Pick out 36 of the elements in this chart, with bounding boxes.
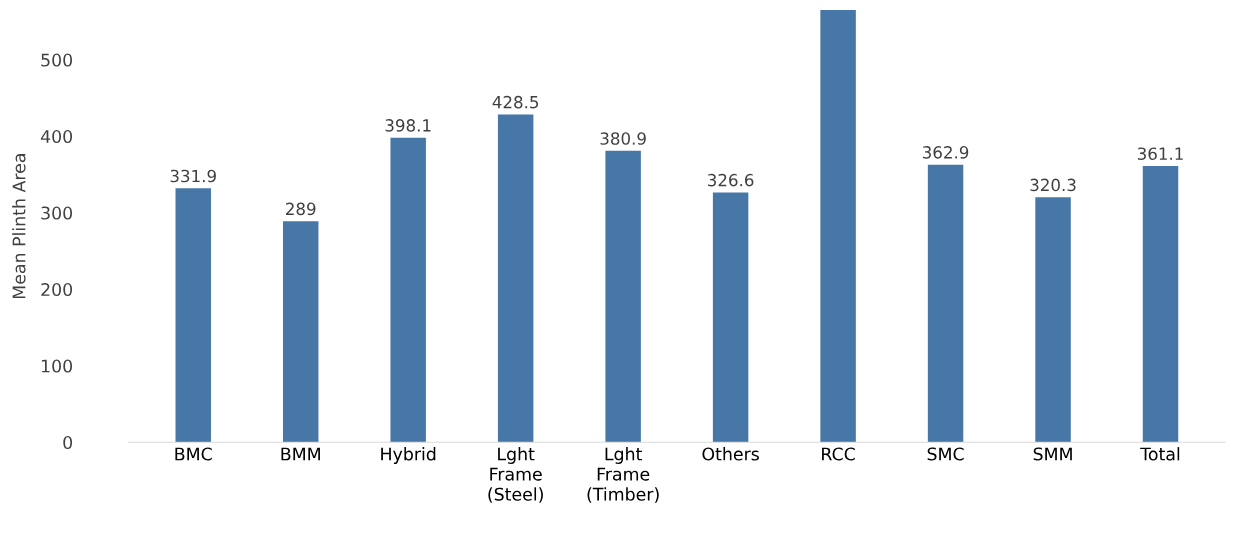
- x-tick-label: BMC: [175, 447, 212, 461]
- data-label: 362.9: [922, 146, 969, 159]
- data-label: 428.5: [492, 95, 539, 109]
- y-tick-label: 400: [40, 129, 73, 144]
- bar: [1035, 197, 1071, 443]
- data-label: 320.3: [1030, 178, 1076, 192]
- x-tick-label: Total: [1140, 447, 1180, 461]
- x-tick-label: Lght Frame (Timber): [587, 447, 659, 503]
- data-label: 398.1: [385, 119, 431, 132]
- x-tick-label: SMC: [927, 447, 964, 461]
- y-tick-label: 200: [41, 282, 73, 297]
- bar: [712, 192, 749, 443]
- data-label: 331.9: [170, 169, 216, 183]
- y-tick-label: 500: [41, 53, 73, 67]
- x-tick-label: BMM: [281, 447, 320, 461]
- x-tick-label: Others: [702, 447, 759, 461]
- y-tick-label: 0: [63, 435, 73, 450]
- bar: [605, 150, 641, 443]
- y-tick-label: 100: [41, 359, 73, 373]
- bar: [175, 188, 211, 443]
- x-tick-label: SMM: [1033, 447, 1072, 461]
- x-tick-label: Lght Frame (Steel): [488, 447, 543, 503]
- bar: [390, 137, 426, 443]
- y-tick-label: 300: [41, 206, 73, 220]
- data-label: 326.6: [708, 173, 754, 187]
- x-tick-label: Hybrid: [381, 447, 436, 464]
- y-axis-title: Mean Plinth Area: [12, 154, 26, 299]
- bar: [820, 10, 856, 443]
- bar: [282, 221, 319, 443]
- data-label: 380.9: [600, 132, 646, 145]
- data-label: 361.1: [1137, 147, 1183, 161]
- data-label: 289: [286, 202, 316, 216]
- bar: [497, 114, 534, 443]
- bar: [1142, 166, 1179, 443]
- x-tick-label: RCC: [822, 447, 855, 461]
- bar: [927, 164, 964, 443]
